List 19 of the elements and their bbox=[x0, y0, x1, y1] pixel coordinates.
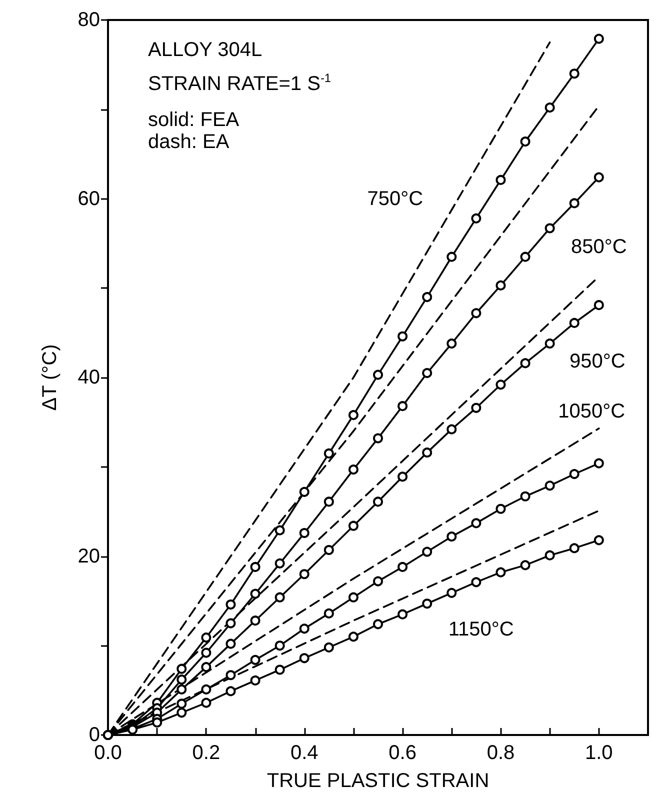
text: 1050°C bbox=[558, 400, 626, 422]
x-axis-title: TRUE PLASTIC STRAIN bbox=[266, 770, 490, 792]
series-label: 950°C bbox=[570, 350, 626, 372]
text: 750°C bbox=[367, 188, 424, 210]
x-tick-label: 1.0 bbox=[585, 742, 613, 764]
y-tick-label: 20 bbox=[78, 545, 100, 568]
x-tick-label: 0.8 bbox=[486, 742, 515, 764]
y-tick-label: 40 bbox=[78, 366, 100, 388]
x-tick-label: 0.2 bbox=[192, 742, 220, 764]
annotation: ALLOY 304L bbox=[148, 39, 262, 61]
x-tick-label: 0.4 bbox=[290, 742, 318, 764]
y-tick-label: 60 bbox=[78, 188, 100, 210]
y-tick-label: 80 bbox=[78, 9, 100, 31]
y-axis-title: ΔT (°C) bbox=[39, 344, 61, 411]
series-label: 850°C bbox=[571, 236, 627, 258]
annotation: dash: EA bbox=[148, 131, 230, 153]
annotation: solid: FEA bbox=[148, 109, 240, 131]
x-tick-label: 0.6 bbox=[388, 742, 416, 764]
series-label: 1150°C bbox=[448, 618, 514, 641]
